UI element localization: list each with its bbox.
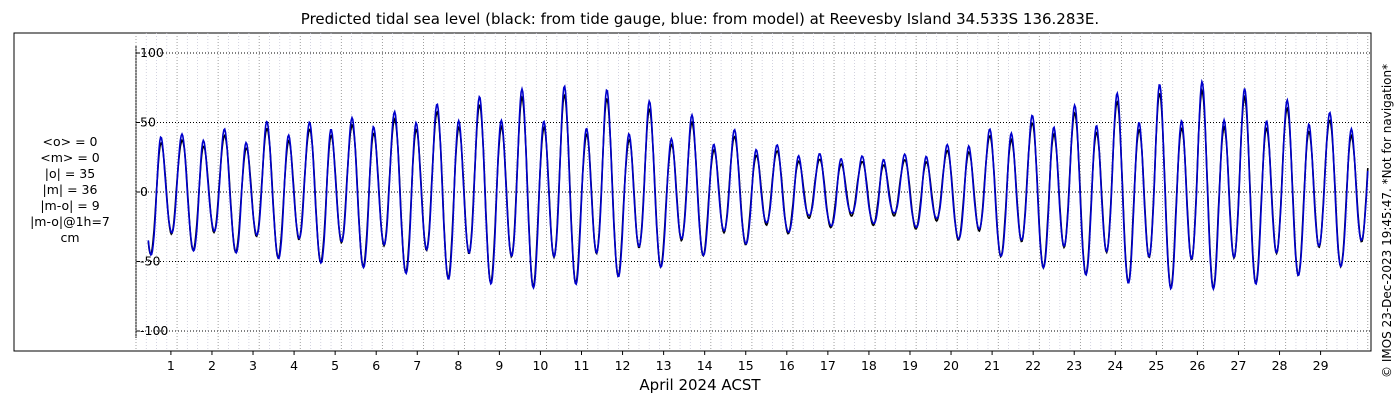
x-tick-label: 11 [574, 358, 590, 373]
x-tick-label: 2 [208, 358, 216, 373]
statistics-panel: <o> = 0 <m> = 0 |o| = 35 |m| = 36 |m-o| … [14, 134, 126, 246]
x-tick-label: 9 [495, 358, 503, 373]
grid-lines [135, 33, 1371, 351]
x-tick-label: 18 [861, 358, 877, 373]
x-tick-label: 25 [1148, 358, 1164, 373]
x-axis-label: April 2024 ACST [639, 376, 761, 394]
x-tick-label: 6 [372, 358, 380, 373]
y-tick-label: -50 [140, 254, 160, 269]
y-tick-label: 50 [140, 115, 156, 130]
stat-mean-observed: <o> = 0 [42, 134, 98, 149]
stat-abs-diff-1h: |m-o|@1h=7 [30, 214, 110, 229]
series-lines [147, 78, 1369, 292]
x-tick-label: 1 [167, 358, 175, 373]
x-tick-label: 22 [1025, 358, 1041, 373]
y-tick-label: 0 [140, 184, 148, 199]
x-tick-label: 19 [902, 358, 918, 373]
copyright-notice: © IMOS 23-Dec-2023 19:45:47. *Not for na… [1380, 63, 1394, 378]
x-tick-label: 4 [290, 358, 298, 373]
chart-title: Predicted tidal sea level (black: from t… [300, 10, 1100, 28]
x-tick-label: 21 [984, 358, 1000, 373]
x-tick-label: 10 [532, 358, 548, 373]
stat-abs-model: |m| = 36 [42, 182, 98, 197]
x-tick-label: 17 [820, 358, 836, 373]
x-tick-label: 15 [738, 358, 754, 373]
x-tick-label: 29 [1313, 358, 1329, 373]
stat-abs-diff: |m-o| = 9 [40, 198, 100, 213]
series-line-model [147, 78, 1369, 292]
x-tick-labels: 1 2 3 4 5 6 7 8 9 10 11 12 13 14 15 16 17 18 19 20 21 22 23 24 2… [167, 351, 1329, 373]
x-tick-label: 24 [1107, 358, 1123, 373]
y-tick-label: -100 [140, 323, 168, 338]
x-tick-label: 28 [1272, 358, 1288, 373]
stat-abs-observed: |o| = 35 [44, 166, 96, 181]
plot-frame [13, 32, 1372, 352]
x-tick-label: 8 [454, 358, 462, 373]
x-tick-label: 14 [697, 358, 713, 373]
stat-unit: cm [60, 230, 80, 245]
stat-mean-model: <m> = 0 [40, 150, 100, 165]
x-tick-label: 23 [1066, 358, 1082, 373]
x-tick-label: 26 [1189, 358, 1205, 373]
x-tick-label: 13 [656, 358, 672, 373]
y-tick-label: 100 [140, 45, 164, 60]
x-tick-label: 16 [779, 358, 795, 373]
x-tick-label: 27 [1231, 358, 1247, 373]
x-tick-label: 20 [943, 358, 959, 373]
x-tick-label: 5 [331, 358, 339, 373]
x-tick-label: 12 [615, 358, 631, 373]
x-tick-label: 3 [249, 358, 257, 373]
x-tick-label: 7 [413, 358, 421, 373]
y-tick-labels: 100 50 0 -50 -100 [140, 45, 168, 338]
